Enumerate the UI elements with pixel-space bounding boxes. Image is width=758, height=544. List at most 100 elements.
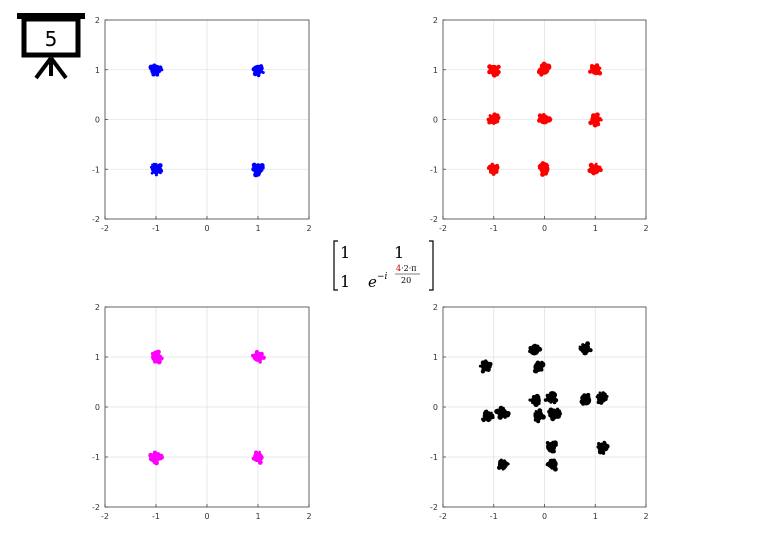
data-point xyxy=(587,167,593,174)
data-point xyxy=(597,165,602,170)
data-point xyxy=(257,65,263,71)
x-tick-label: 1 xyxy=(255,224,260,233)
data-point xyxy=(484,409,489,413)
data-point xyxy=(261,355,266,360)
data-point xyxy=(594,63,600,68)
x-tick-label: -1 xyxy=(152,224,160,233)
matrix-exp-base: e xyxy=(368,273,377,291)
data-point xyxy=(555,414,558,418)
data-point xyxy=(152,162,156,166)
data-point xyxy=(253,172,259,178)
data-point xyxy=(528,345,533,350)
y-tick-label: 2 xyxy=(95,303,100,312)
data-point xyxy=(251,166,256,171)
data-point xyxy=(594,112,600,118)
data-point xyxy=(550,416,556,422)
data-point xyxy=(547,398,551,402)
data-point xyxy=(487,64,491,68)
data-point xyxy=(152,456,156,461)
y-tick-label: -1 xyxy=(92,453,100,462)
x-tick-label: 2 xyxy=(643,224,648,233)
data-point xyxy=(591,69,596,74)
data-point xyxy=(546,67,550,71)
data-point xyxy=(480,369,486,374)
data-point-cluster xyxy=(251,450,264,465)
data-point xyxy=(258,450,261,454)
data-point xyxy=(489,170,492,173)
x-tick-label: 2 xyxy=(306,224,311,233)
data-point xyxy=(549,400,553,404)
data-point xyxy=(158,65,163,70)
data-point xyxy=(501,467,505,471)
data-point xyxy=(536,348,539,352)
data-point xyxy=(493,164,498,168)
data-point xyxy=(598,450,602,454)
data-point xyxy=(530,398,534,403)
data-point xyxy=(541,61,547,67)
data-point-cluster xyxy=(543,391,559,405)
data-point xyxy=(546,393,551,398)
data-point-cluster xyxy=(494,405,511,420)
data-point xyxy=(603,393,606,397)
data-point xyxy=(590,164,595,169)
data-point xyxy=(581,343,585,347)
data-point xyxy=(550,459,556,464)
data-point xyxy=(546,443,551,449)
data-point xyxy=(261,71,265,75)
data-point xyxy=(546,63,552,69)
data-point xyxy=(158,354,163,359)
data-point-cluster xyxy=(486,162,500,176)
right-bracket xyxy=(429,240,434,291)
data-point-cluster xyxy=(533,408,546,424)
data-point xyxy=(484,360,489,365)
y-tick-label: 1 xyxy=(433,66,438,75)
data-point xyxy=(533,412,537,416)
data-point xyxy=(585,350,588,354)
x-tick-label: 0 xyxy=(204,512,209,521)
data-point-cluster xyxy=(528,343,543,356)
data-point-cluster xyxy=(149,162,164,177)
y-tick-label: 0 xyxy=(95,403,100,412)
data-point-cluster xyxy=(588,112,603,128)
data-point xyxy=(258,454,263,458)
data-point xyxy=(493,169,498,174)
data-point xyxy=(598,444,602,448)
data-point xyxy=(580,346,585,351)
data-point xyxy=(489,166,493,170)
data-point xyxy=(481,418,486,423)
x-tick-label: -2 xyxy=(101,224,109,233)
data-point xyxy=(152,358,158,364)
data-point xyxy=(505,412,510,418)
data-point xyxy=(533,351,537,355)
data-point xyxy=(151,459,155,463)
data-point xyxy=(498,116,501,119)
data-point xyxy=(502,464,507,469)
data-point-cluster xyxy=(486,112,501,125)
data-point-cluster xyxy=(596,440,610,455)
matrix-formula: 1 1 1 e −i 4·2·π 20 xyxy=(333,240,434,291)
data-point xyxy=(156,359,162,365)
data-point xyxy=(546,166,550,170)
data-point xyxy=(554,462,558,466)
x-tick-label: 2 xyxy=(643,512,648,521)
x-tick-label: 1 xyxy=(255,512,260,521)
x-tick-label: -1 xyxy=(152,512,160,521)
x-tick-label: 0 xyxy=(542,224,547,233)
data-point xyxy=(152,351,157,356)
data-point xyxy=(488,413,492,417)
data-point-cluster xyxy=(545,458,558,472)
data-point xyxy=(251,162,257,168)
data-point xyxy=(535,361,539,365)
y-tick-label: -1 xyxy=(92,165,100,174)
y-tick-label: 2 xyxy=(433,16,438,25)
data-point xyxy=(588,120,593,126)
data-point xyxy=(533,403,538,407)
data-point xyxy=(258,458,262,462)
data-point xyxy=(594,119,599,124)
data-point xyxy=(598,66,602,70)
data-point xyxy=(255,459,259,463)
data-point xyxy=(581,394,584,398)
data-point xyxy=(255,163,261,168)
data-point-cluster xyxy=(536,61,552,77)
